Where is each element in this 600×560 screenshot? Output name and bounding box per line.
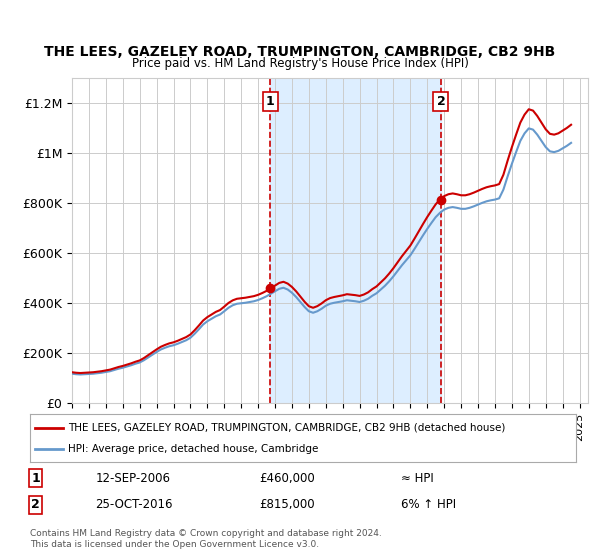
Bar bbox=[270, 78, 441, 403]
Text: THE LEES, GAZELEY ROAD, TRUMPINGTON, CAMBRIDGE, CB2 9HB (detached house): THE LEES, GAZELEY ROAD, TRUMPINGTON, CAM… bbox=[68, 423, 506, 433]
Text: 1: 1 bbox=[31, 472, 40, 484]
Text: Contains HM Land Registry data © Crown copyright and database right 2024.
This d: Contains HM Land Registry data © Crown c… bbox=[30, 529, 382, 549]
Text: 1: 1 bbox=[266, 95, 274, 108]
Text: Price paid vs. HM Land Registry's House Price Index (HPI): Price paid vs. HM Land Registry's House … bbox=[131, 57, 469, 70]
Text: HPI: Average price, detached house, Cambridge: HPI: Average price, detached house, Camb… bbox=[68, 444, 319, 454]
Text: 2: 2 bbox=[437, 95, 445, 108]
Text: £815,000: £815,000 bbox=[259, 498, 315, 511]
Text: 12-SEP-2006: 12-SEP-2006 bbox=[95, 472, 170, 484]
Text: THE LEES, GAZELEY ROAD, TRUMPINGTON, CAMBRIDGE, CB2 9HB: THE LEES, GAZELEY ROAD, TRUMPINGTON, CAM… bbox=[44, 45, 556, 59]
Text: ≈ HPI: ≈ HPI bbox=[401, 472, 434, 484]
Text: £460,000: £460,000 bbox=[259, 472, 315, 484]
Text: 6% ↑ HPI: 6% ↑ HPI bbox=[401, 498, 457, 511]
Text: 25-OCT-2016: 25-OCT-2016 bbox=[95, 498, 173, 511]
Text: 2: 2 bbox=[31, 498, 40, 511]
